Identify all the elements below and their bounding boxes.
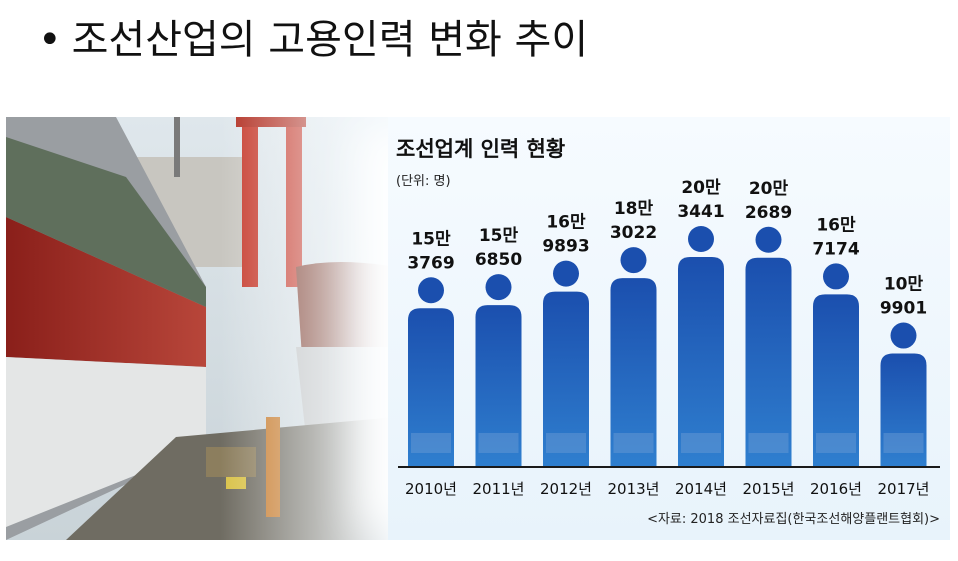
ship-silhouette <box>748 433 789 453</box>
bar-group: 20만 2689 2015년 <box>743 179 795 498</box>
slide-title-text: 조선산업의 고용인력 변화 추이 <box>71 17 589 63</box>
data-label: 2689 <box>745 203 792 223</box>
data-label: 10만 <box>884 275 924 295</box>
category-label: 2017년 <box>878 480 930 498</box>
data-label: 20만 <box>681 178 721 198</box>
data-label: 3769 <box>407 253 454 273</box>
person-head-icon <box>418 277 444 304</box>
person-head-icon <box>755 226 782 253</box>
ship-silhouette <box>546 433 586 453</box>
category-label: 2011년 <box>473 480 525 498</box>
bar-group: 18만 3022 2013년 <box>608 199 660 498</box>
bar <box>475 305 522 467</box>
bar <box>610 278 657 467</box>
bar-group: 15만 3769 2010년 <box>405 229 457 498</box>
bar-group: 16만 9893 2012년 <box>540 213 592 498</box>
bar <box>745 257 792 467</box>
data-label: 16만 <box>546 213 586 233</box>
category-label: 2014년 <box>675 480 727 498</box>
bar <box>813 294 859 467</box>
ship-silhouette <box>613 433 654 453</box>
person-head-icon <box>688 226 714 252</box>
bar-group: 16만 7174 2016년 <box>810 215 862 498</box>
data-label: 7174 <box>812 239 859 259</box>
category-label: 2010년 <box>405 480 457 498</box>
bar-group: 10만 9901 2017년 <box>878 275 930 498</box>
data-label: 15만 <box>411 229 451 249</box>
category-label: 2013년 <box>608 480 660 498</box>
person-head-icon <box>485 274 512 301</box>
bar <box>408 308 454 467</box>
data-label: 9893 <box>542 237 589 257</box>
ship-silhouette <box>883 433 924 453</box>
bar <box>880 353 927 467</box>
data-label: 9901 <box>880 299 927 319</box>
bar-group: 20만 3441 2014년 <box>675 178 727 498</box>
bullet-icon: • <box>38 17 62 63</box>
data-label: 18만 <box>614 199 654 219</box>
chart-title: 조선업계 인력 현황 <box>396 137 566 161</box>
bar-group: 15만 6850 2011년 <box>473 226 525 498</box>
unit-note: (단위: 명) <box>396 174 451 189</box>
data-label: 3022 <box>610 223 657 243</box>
ship-silhouette <box>816 433 856 453</box>
data-label: 3441 <box>677 202 724 222</box>
bar <box>678 257 724 467</box>
data-label: 6850 <box>475 250 522 270</box>
shipyard-photo <box>6 117 396 540</box>
bar-chart: 15만 3769 2010년 15만 6850 2011년 16만 9893 2012년 18만 3… <box>398 178 940 498</box>
ship-silhouette <box>411 433 451 453</box>
bar <box>543 291 589 467</box>
data-label: 15만 <box>479 226 519 246</box>
chart-panel: 조선업계 인력 현황 (단위: 명) 15만 3769 2010년 15만 6850 20… <box>388 117 950 540</box>
slide-title: • 조선산업의 고용인력 변화 추이 <box>38 12 588 68</box>
source-note: <자료: 2018 조선자료집(한국조선해양플랜트협회)> <box>647 512 940 527</box>
person-head-icon <box>553 260 579 287</box>
ship-silhouette <box>478 433 519 453</box>
category-label: 2012년 <box>540 480 592 498</box>
person-head-icon <box>620 247 647 274</box>
data-label: 16만 <box>816 215 856 235</box>
category-label: 2015년 <box>743 480 795 498</box>
person-head-icon <box>890 322 917 349</box>
person-head-icon <box>823 263 849 290</box>
ship-silhouette <box>681 433 721 453</box>
data-label: 20만 <box>749 179 789 199</box>
category-label: 2016년 <box>810 480 862 498</box>
